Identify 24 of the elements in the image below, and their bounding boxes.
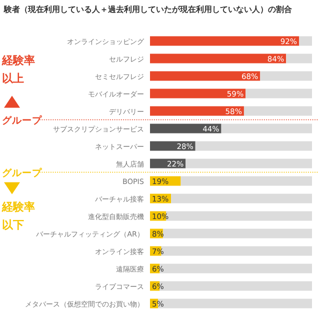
- bar: [286, 54, 312, 64]
- bar: [246, 88, 312, 98]
- chart-title: 験者（現在利用している人＋過去利用していたが現在利用していない人）の割合: [3, 5, 293, 14]
- bar: [150, 36, 300, 46]
- bar: [150, 124, 222, 134]
- bar: [299, 36, 312, 46]
- bar: [150, 71, 260, 81]
- text: 以下: [2, 218, 24, 232]
- text: 以上: [2, 72, 24, 85]
- bar: [150, 88, 246, 98]
- bar: [150, 54, 286, 64]
- bar: [180, 176, 312, 186]
- bar: [260, 71, 312, 81]
- bar: [171, 194, 312, 204]
- bar: [162, 228, 312, 238]
- text: 経験率: [1, 200, 35, 214]
- bar: [195, 141, 312, 151]
- bar: [150, 106, 244, 116]
- bar: [186, 158, 312, 168]
- text: グループ: [2, 166, 43, 179]
- bar: [244, 106, 312, 116]
- text: 経験率: [1, 54, 35, 67]
- text: グループ: [2, 114, 43, 126]
- bar: [221, 124, 312, 134]
